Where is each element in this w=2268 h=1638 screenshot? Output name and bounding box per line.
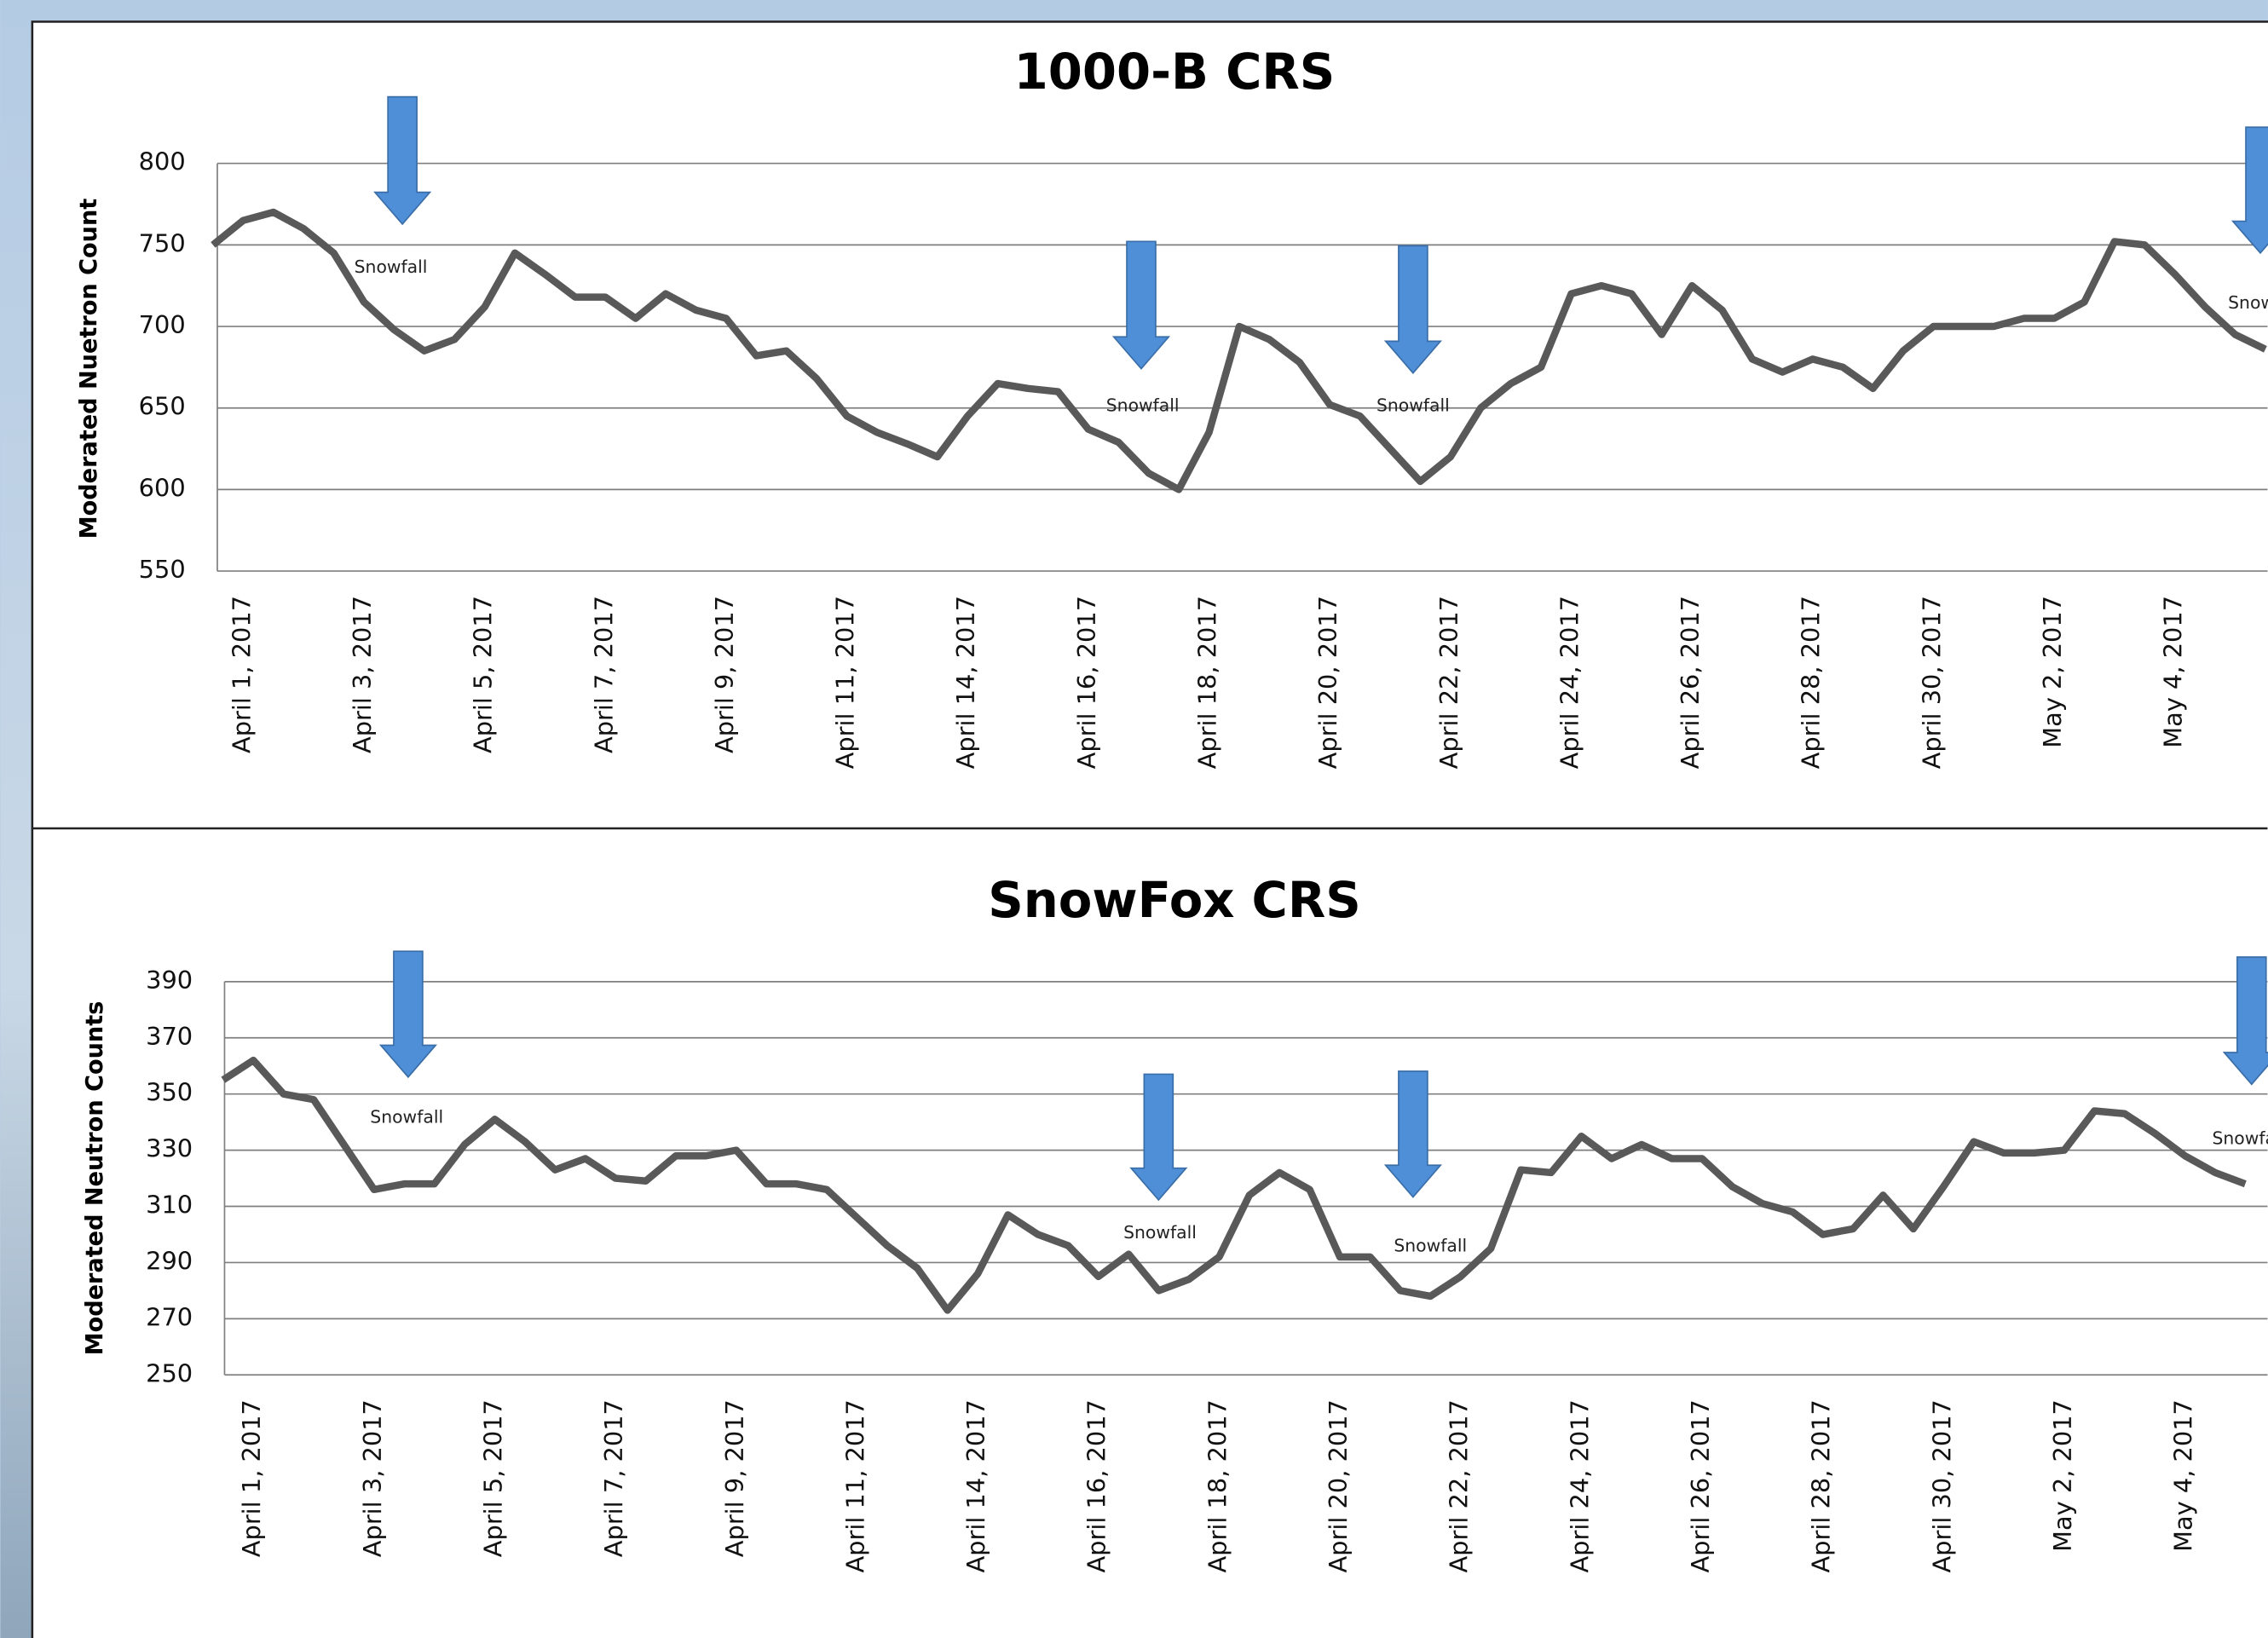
annotation: Snowfall: [1394, 1235, 1467, 1255]
arrow: [1383, 1070, 1442, 1198]
arrow: [2230, 126, 2268, 255]
annotation: Snowfall: [1123, 1222, 1197, 1243]
x-tick-label: April 24, 2017: [1555, 596, 1584, 769]
x-tick-label: April 5, 2017: [469, 596, 498, 753]
x-tick-label: April 14, 2017: [961, 1399, 990, 1572]
x-tick-label: May 4, 2017: [2159, 596, 2188, 748]
x-tick-label: April 7, 2017: [599, 1399, 628, 1557]
annotation: Snowfall: [2212, 1128, 2268, 1149]
annotation: Snowfall: [1376, 395, 1450, 416]
x-tick-label: April 18, 2017: [1192, 596, 1221, 769]
x-tick-label: April 26, 2017: [1686, 1399, 1715, 1572]
x-tick-label: April 3, 2017: [348, 596, 377, 753]
x-tick-label: April 28, 2017: [1807, 1399, 1836, 1572]
y-tick-label: 290: [146, 1246, 193, 1275]
chart: 1000-B CRS Moderated Nuetron Count 550 600 6…: [76, 43, 2268, 769]
y-tick-label: 370: [146, 1022, 193, 1051]
x-tick-label: April 1, 2017: [227, 596, 256, 753]
y-tick-label: 310: [146, 1191, 193, 1220]
x-tick-label: April 22, 2017: [1434, 596, 1463, 769]
x-tick-label: April 30, 2017: [1917, 596, 1946, 769]
x-tick-label: April 9, 2017: [710, 596, 739, 753]
x-tick-label: April 1, 2017: [237, 1399, 266, 1557]
y-axis-label: Moderated Neutron Counts: [82, 1001, 108, 1356]
x-tick-label: April 20, 2017: [1313, 596, 1342, 769]
y-tick-label: 390: [146, 966, 193, 995]
y-tick-label: 800: [139, 147, 186, 176]
y-tick-label: 650: [139, 392, 186, 421]
x-tick-label: April 26, 2017: [1676, 596, 1705, 769]
chart-title: SnowFox CRS: [988, 871, 1361, 929]
y-tick-label: 330: [146, 1134, 193, 1163]
y-tick-label: 550: [139, 555, 186, 584]
y-tick-label: 700: [139, 310, 186, 339]
y-tick-label: 600: [139, 473, 186, 502]
arrow: [1111, 240, 1171, 370]
x-tick-label: May 2, 2017: [2038, 596, 2067, 748]
data-line: [221, 1056, 2247, 1314]
y-axis-label: Moderated Nuetron Count: [76, 199, 102, 539]
x-tick-label: April 20, 2017: [1324, 1399, 1353, 1572]
chart-title: 1000-B CRS: [1014, 43, 1336, 101]
annotation: Snowfall: [355, 257, 428, 277]
x-tick-label: April 30, 2017: [1927, 1399, 1956, 1572]
x-tick-label: April 3, 2017: [358, 1399, 387, 1557]
x-tick-label: April 7, 2017: [589, 596, 618, 753]
x-tick-label: April 16, 2017: [1082, 1399, 1111, 1572]
x-tick-label: April 22, 2017: [1445, 1399, 1474, 1572]
arrow: [1383, 245, 1442, 374]
arrow: [2222, 956, 2268, 1086]
x-tick-label: April 24, 2017: [1565, 1399, 1594, 1572]
data-line: [211, 208, 2267, 493]
annotation: Snowfall: [2228, 292, 2268, 313]
x-tick-label: April 5, 2017: [478, 1399, 507, 1557]
chart: SnowFox CRS Moderated Neutron Counts 250 27…: [82, 871, 2268, 1573]
x-tick-label: April 9, 2017: [720, 1399, 749, 1557]
arrow: [378, 950, 438, 1079]
x-tick-label: May 2, 2017: [2048, 1399, 2077, 1552]
annotation: Snowfall: [370, 1106, 443, 1127]
x-tick-label: April 11, 2017: [831, 596, 860, 769]
arrow: [1129, 1073, 1188, 1202]
x-tick-label: April 14, 2017: [951, 596, 980, 769]
annotation: Snowfall: [1106, 395, 1180, 416]
arrow: [373, 95, 432, 226]
x-tick-label: April 11, 2017: [840, 1399, 869, 1572]
y-tick-label: 750: [139, 228, 186, 257]
y-tick-label: 250: [146, 1358, 193, 1387]
x-tick-label: April 18, 2017: [1203, 1399, 1232, 1572]
x-tick-label: April 28, 2017: [1797, 596, 1826, 769]
x-tick-label: April 16, 2017: [1072, 596, 1101, 769]
y-tick-label: 270: [146, 1302, 193, 1331]
x-tick-label: May 4, 2017: [2169, 1399, 2198, 1552]
y-tick-label: 350: [146, 1078, 193, 1107]
